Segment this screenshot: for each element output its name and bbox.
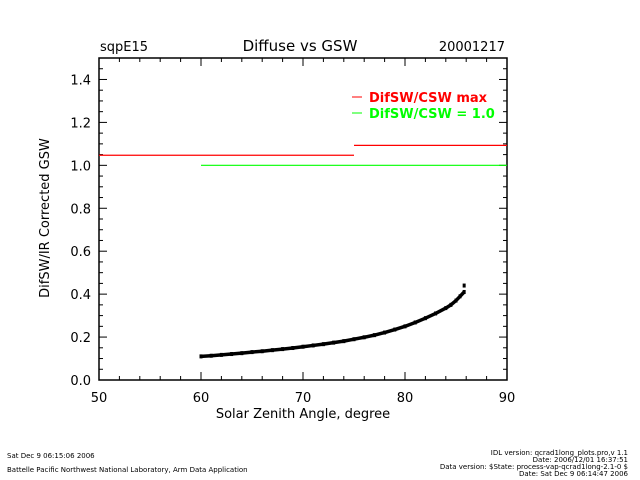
x-tick-label: 50 (91, 391, 108, 406)
data-point-cluster (200, 353, 212, 359)
y-axis-label: DifSW/IR Corrected GSW (38, 138, 53, 298)
data-point-cluster (221, 352, 232, 357)
y-tick-label: 1.0 (70, 159, 91, 174)
date-label: 20001217 (439, 40, 505, 55)
data-point (462, 283, 466, 288)
y-tick-label: 1.4 (70, 73, 91, 88)
x-tick-label: 60 (193, 391, 210, 406)
footer-lab: Battelle Pacific Northwest National Labo… (7, 466, 248, 474)
x-tick-label: 80 (397, 391, 414, 406)
data-point-cluster (434, 306, 447, 316)
data-point-cluster (262, 348, 273, 353)
y-tick-label: 0.8 (70, 202, 91, 217)
site-label: sqpE15 (100, 40, 148, 55)
data-point-cluster (414, 316, 427, 325)
legend-label: DifSW/CSW max (369, 91, 488, 106)
footer-idl-version: IDL version: qcrad1long_plots.pro,v 1.1 (490, 449, 628, 457)
data-point-cluster (292, 344, 304, 350)
data-point-cluster (312, 342, 324, 348)
footer-idl-date: Date: 2006/12/01 16:37:51 (532, 456, 628, 464)
y-tick-label: 0.4 (70, 288, 91, 303)
data-point-cluster (333, 339, 345, 345)
data-point-cluster (373, 330, 386, 337)
data-point-cluster (404, 320, 416, 328)
data-point-cluster (302, 343, 314, 349)
x-axis-label: Solar Zenith Angle, degree (216, 407, 390, 422)
legend-label: DifSW/CSW = 1.0 (369, 107, 495, 122)
data-point-cluster (241, 350, 253, 355)
data-point-cluster (231, 351, 242, 356)
data-point-cluster (323, 340, 334, 346)
data-point-cluster (343, 337, 355, 343)
y-tick-label: 0.2 (70, 331, 91, 346)
data-point-cluster (353, 335, 365, 341)
data-point-cluster (384, 327, 396, 335)
data-point-cluster (282, 346, 293, 351)
chart-title: Diffuse vs GSW (243, 37, 358, 55)
data-point-cluster (211, 353, 222, 358)
footer-timestamp: Sat Dec 9 06:15:06 2006 (7, 452, 95, 460)
data-point-cluster (363, 333, 375, 339)
y-tick-label: 1.2 (70, 116, 91, 131)
footer-data-date: Date: Sat Dec 9 06:14:47 2006 (519, 470, 628, 478)
data-point-cluster (394, 324, 406, 332)
data-point-cluster (272, 347, 283, 352)
x-tick-label: 90 (499, 391, 516, 406)
y-tick-label: 0.0 (70, 374, 91, 389)
footer-data-version: Data version: $State: process-vap-qcrad1… (439, 463, 628, 471)
x-tick-label: 70 (295, 391, 312, 406)
data-point-cluster (424, 311, 437, 320)
y-tick-label: 0.6 (70, 245, 91, 260)
data-point (462, 289, 466, 294)
data-point-cluster (251, 349, 263, 354)
